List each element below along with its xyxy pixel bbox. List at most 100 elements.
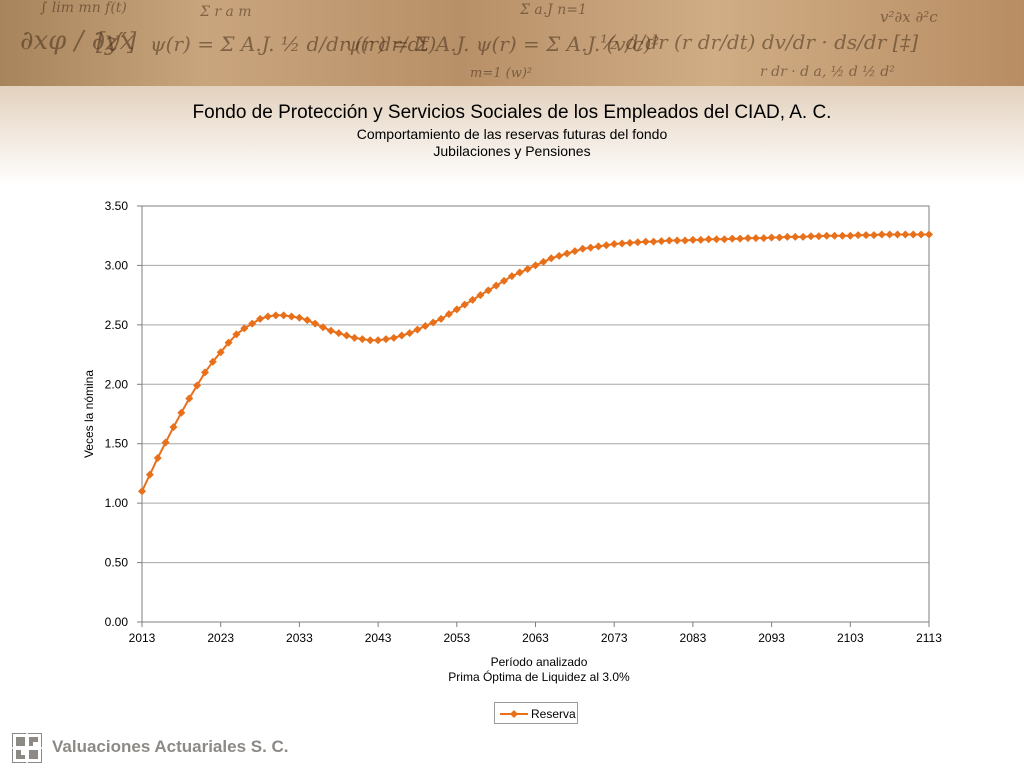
data-point	[279, 311, 288, 320]
x-tick-label: 2113	[916, 631, 942, 645]
data-point	[287, 312, 296, 321]
data-point	[602, 241, 611, 250]
chart-title: Fondo de Protección y Servicios Sociales…	[192, 102, 832, 123]
data-point	[625, 238, 634, 247]
company-name: Valuaciones Actuariales S. C.	[52, 737, 289, 756]
y-tick-label: 0.00	[105, 615, 129, 629]
data-point	[555, 251, 564, 260]
data-point	[256, 314, 265, 323]
data-point	[917, 230, 926, 239]
chart-legend: Reserva	[494, 702, 578, 724]
data-point	[153, 453, 162, 462]
data-point	[271, 311, 280, 320]
data-point	[311, 319, 320, 328]
header-banner: ∂xφ / ∂yx [z″] ψ(r) = Σ A.J. ½ d/dr (r d…	[0, 0, 1024, 86]
data-point	[720, 235, 729, 244]
x-tick-label: 2063	[522, 631, 549, 645]
x-tick-label: 2033	[286, 631, 313, 645]
series-line-reserva	[141, 233, 929, 492]
data-point	[334, 329, 343, 338]
y-tick-label: 2.50	[105, 318, 129, 332]
data-point	[413, 325, 422, 334]
data-point	[295, 313, 304, 322]
data-point	[263, 312, 272, 321]
data-point	[775, 233, 784, 242]
data-point	[862, 231, 871, 240]
data-point	[846, 231, 855, 240]
data-point	[743, 234, 752, 243]
data-point	[224, 338, 233, 347]
x-tick-label: 2013	[129, 631, 156, 645]
y-tick-label: 1.00	[105, 496, 129, 510]
data-point	[145, 470, 154, 479]
data-point	[208, 357, 217, 366]
x-tick-label: 2023	[207, 631, 234, 645]
data-point	[468, 295, 477, 304]
x-tick-label: 2073	[601, 631, 628, 645]
line-chart: 0.00 0.50 1.00 1.50 2.00 2.50 3.00 3.50 2013 2023…	[82, 199, 942, 645]
data-point	[492, 281, 501, 290]
y-tick-label: 3.50	[105, 199, 129, 213]
data-point	[507, 272, 516, 281]
data-point	[925, 230, 933, 239]
data-point	[177, 408, 186, 417]
data-point	[578, 244, 587, 253]
data-point	[500, 276, 509, 285]
data-point	[791, 232, 800, 241]
x-tick-label: 2103	[837, 631, 864, 645]
data-point	[822, 231, 831, 240]
data-point	[303, 316, 312, 325]
data-point	[240, 324, 249, 333]
data-point	[712, 235, 721, 244]
data-point	[444, 310, 453, 319]
data-point	[814, 232, 823, 241]
data-point	[523, 264, 532, 273]
data-point	[460, 300, 469, 309]
data-point	[893, 230, 902, 239]
data-point	[138, 487, 146, 496]
data-point	[319, 323, 328, 332]
data-point	[374, 336, 383, 345]
x-axis-sublabel: Prima Óptima de Liquidez al 3.0%	[448, 670, 630, 684]
data-point	[350, 333, 359, 342]
data-point	[342, 331, 351, 340]
data-point	[326, 326, 335, 335]
data-point	[232, 330, 241, 339]
data-point	[358, 335, 367, 344]
y-axis-label: Veces la nómina	[82, 370, 96, 458]
chart-subtitle-2: Jubilaciones y Pensiones	[433, 143, 591, 159]
y-tick-label: 2.00	[105, 377, 129, 391]
data-point	[633, 238, 642, 247]
data-point	[728, 234, 737, 243]
data-point	[610, 240, 619, 249]
data-point	[531, 261, 540, 270]
data-point	[200, 368, 209, 377]
data-point	[869, 231, 878, 240]
data-point	[570, 247, 579, 256]
data-point	[901, 230, 910, 239]
data-point	[594, 242, 603, 251]
data-point	[452, 305, 461, 314]
data-point	[751, 234, 760, 243]
x-axis-label: Período analizado	[490, 655, 588, 669]
data-point	[909, 230, 918, 239]
y-tick-label: 3.00	[105, 258, 129, 272]
data-point	[665, 236, 674, 245]
legend-series-label: Reserva	[531, 707, 576, 721]
x-tick-label: 2083	[680, 631, 707, 645]
data-point	[248, 319, 257, 328]
x-tick-label: 2093	[758, 631, 785, 645]
chart-titles: Fondo de Protección y Servicios Sociales…	[0, 100, 1024, 160]
data-point	[562, 249, 571, 258]
data-point	[429, 318, 438, 327]
x-tick-label: 2053	[443, 631, 470, 645]
data-point	[688, 235, 697, 244]
data-point	[586, 243, 595, 252]
data-point	[193, 381, 202, 390]
data-point	[854, 231, 863, 240]
data-point	[736, 234, 745, 243]
data-point	[618, 239, 627, 248]
data-point	[515, 268, 524, 277]
data-point	[185, 394, 194, 403]
data-point	[657, 237, 666, 246]
